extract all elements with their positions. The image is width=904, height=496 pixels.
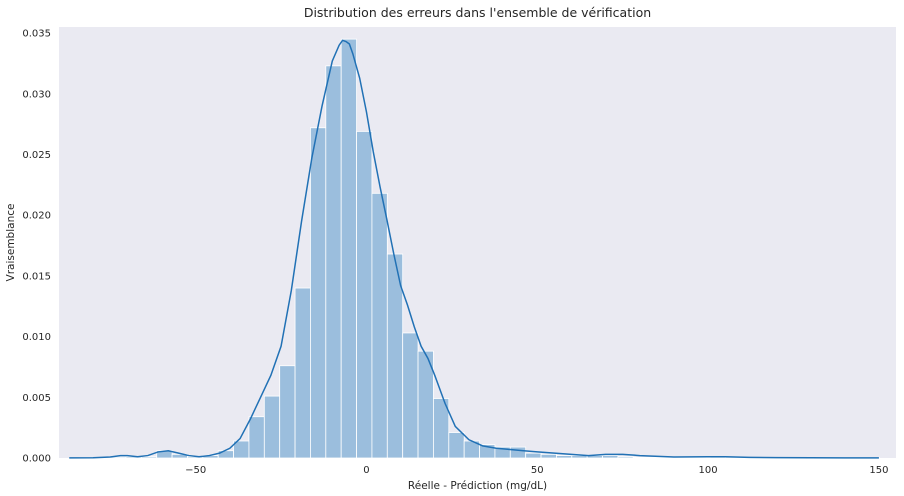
y-tick-label: 0.005	[22, 393, 51, 404]
histogram-bar	[617, 456, 634, 459]
histogram-bar	[340, 38, 357, 459]
histogram-bar	[356, 131, 373, 459]
histogram-bars	[79, 38, 880, 459]
x-tick-label: 0	[363, 465, 369, 476]
histogram-bar	[294, 287, 311, 459]
x-tick-label: 100	[699, 465, 718, 476]
y-axis-label: Vraisemblance	[5, 204, 17, 282]
histogram-bar	[509, 446, 527, 459]
histogram-bar	[310, 127, 327, 459]
histogram-bar	[171, 453, 188, 459]
histogram-bar	[602, 455, 619, 459]
histogram-bar	[448, 432, 465, 459]
x-tick-label: 150	[869, 465, 888, 476]
histogram-bar	[371, 192, 388, 459]
x-axis-label: Réelle - Prédiction (mg/dL)	[408, 480, 547, 492]
histogram-bar	[433, 398, 450, 459]
y-tick-label: 0.010	[22, 332, 51, 343]
x-tick-label: 50	[531, 465, 544, 476]
histogram-bar	[217, 450, 234, 459]
histogram-bar	[140, 456, 158, 459]
histogram-bar	[632, 456, 650, 459]
plot-area	[59, 27, 896, 458]
histogram-bar	[648, 456, 665, 459]
y-axis-ticks: 0.000 0.005 0.010 0.015 0.020 0.025 0.030 0.035	[22, 29, 51, 465]
histogram-bar	[402, 332, 419, 459]
x-axis-ticks: −50 0 50 100 150	[185, 465, 888, 476]
histogram-bar	[556, 455, 573, 459]
y-tick-label: 0.035	[22, 29, 51, 40]
y-tick-label: 0.025	[22, 150, 51, 161]
histogram-bar	[540, 453, 557, 459]
kde-curve	[69, 39, 879, 459]
histogram-bar	[525, 452, 542, 459]
chart-title: Distribution des erreurs dans l'ensemble…	[304, 5, 651, 20]
y-tick-label: 0.030	[22, 89, 51, 100]
y-tick-label: 0.000	[22, 454, 51, 465]
y-tick-label: 0.020	[22, 211, 51, 222]
histogram-bar	[279, 365, 296, 459]
histogram-bar	[248, 416, 265, 459]
histogram-bar	[263, 395, 281, 459]
y-tick-label: 0.015	[22, 271, 51, 282]
x-tick-label: −50	[185, 465, 206, 476]
histogram-bar	[325, 65, 342, 459]
